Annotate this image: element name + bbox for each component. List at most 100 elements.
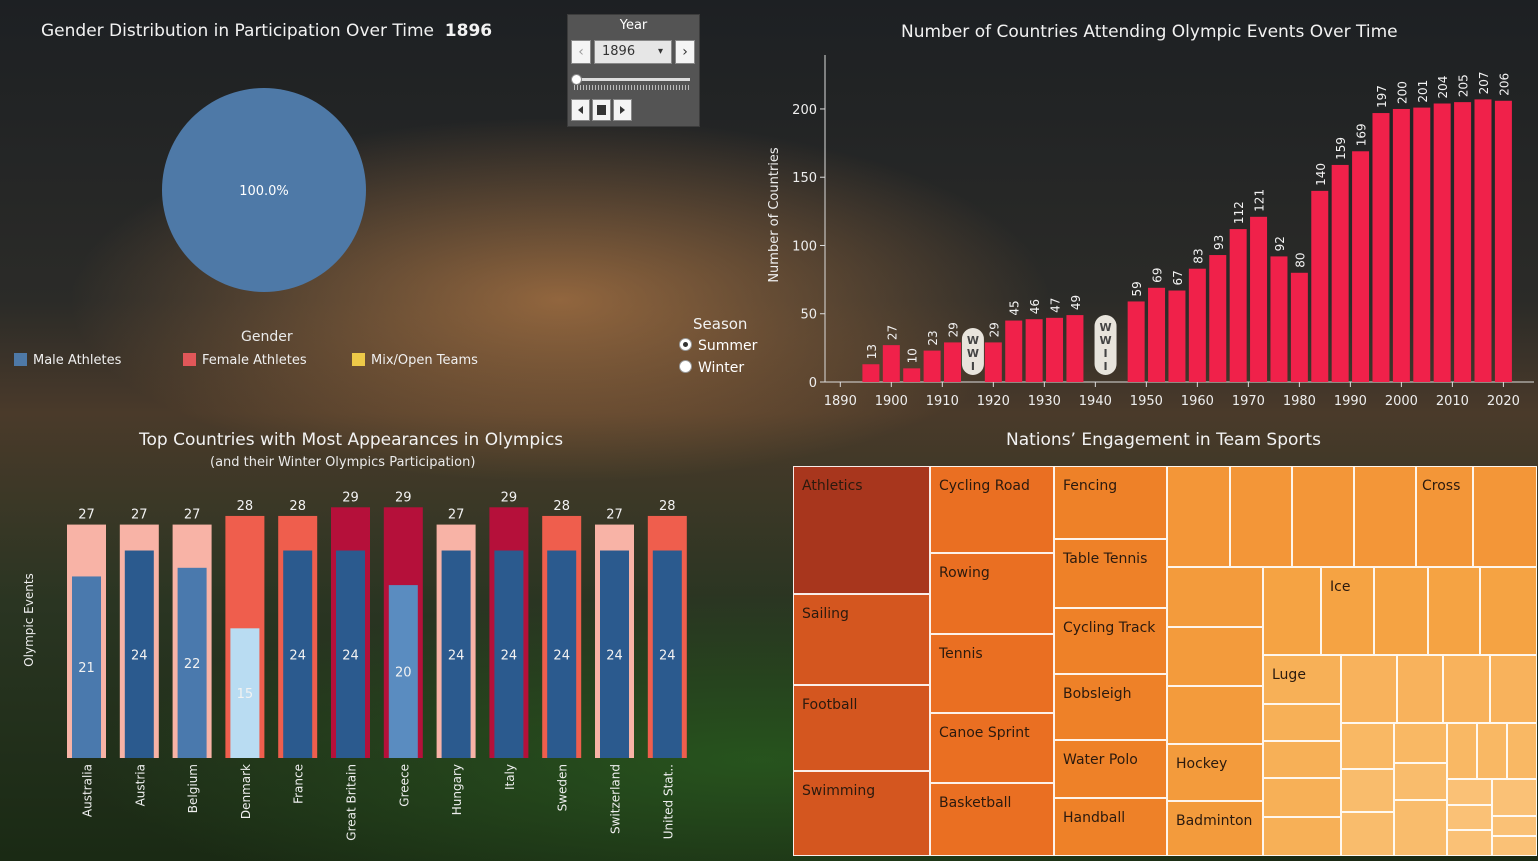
treemap-tile[interactable]: [1490, 655, 1537, 723]
legend-male[interactable]: Male Athletes: [14, 353, 121, 368]
treemap-tile[interactable]: [1341, 812, 1394, 856]
countries-bar[interactable]: [1209, 255, 1227, 382]
treemap-tile-luge[interactable]: Luge: [1263, 655, 1341, 704]
treemap-tile[interactable]: [1292, 466, 1354, 567]
winter-appearances-bar[interactable]: [547, 550, 577, 758]
treemap-tile[interactable]: [1341, 655, 1397, 723]
countries-bar[interactable]: [1392, 108, 1410, 383]
countries-bar[interactable]: [1311, 190, 1329, 382]
season-option-winter[interactable]: Winter: [679, 360, 757, 376]
year-slider-handle[interactable]: [571, 74, 582, 85]
treemap-tile-hockey[interactable]: Hockey: [1167, 744, 1263, 801]
winter-appearances-bar[interactable]: [124, 550, 154, 758]
countries-bar[interactable]: [1433, 103, 1451, 382]
treemap-tile[interactable]: [1263, 778, 1341, 817]
treemap-tile-tennis[interactable]: Tennis: [930, 634, 1054, 713]
countries-bar[interactable]: [1046, 317, 1064, 382]
treemap-tile-canoe-sprint[interactable]: Canoe Sprint: [930, 713, 1054, 783]
countries-bar[interactable]: [1188, 268, 1206, 382]
stop-button[interactable]: [592, 99, 611, 121]
treemap-tile-sailing[interactable]: Sailing: [793, 594, 930, 685]
countries-bar[interactable]: [1352, 151, 1370, 382]
countries-bar[interactable]: [882, 345, 900, 382]
treemap-tile[interactable]: [1447, 805, 1492, 830]
winter-appearances-bar[interactable]: [230, 628, 260, 758]
treemap-tile[interactable]: [1167, 466, 1230, 567]
year-slider-track[interactable]: [574, 78, 690, 81]
treemap-tile[interactable]: [1492, 779, 1537, 816]
winter-appearances-bar[interactable]: [283, 550, 313, 758]
treemap-tile[interactable]: [1480, 567, 1537, 655]
radio-selected-icon[interactable]: [679, 338, 692, 351]
treemap-tile[interactable]: [1263, 704, 1341, 741]
treemap-tile[interactable]: [1394, 800, 1447, 856]
year-prev-button[interactable]: ‹: [571, 40, 591, 64]
winter-appearances-bar[interactable]: [336, 550, 365, 758]
countries-bar[interactable]: [1372, 113, 1390, 382]
countries-bar[interactable]: [1290, 272, 1308, 382]
treemap-tile[interactable]: [1428, 567, 1480, 655]
treemap-tile-basketball[interactable]: Basketball: [930, 783, 1054, 856]
countries-bar[interactable]: [1494, 100, 1512, 383]
countries-bar[interactable]: [944, 342, 962, 382]
pie-slice-male[interactable]: [162, 88, 366, 292]
treemap-tile[interactable]: [1341, 769, 1394, 812]
winter-appearances-bar[interactable]: [177, 567, 207, 758]
countries-bar[interactable]: [862, 364, 880, 382]
countries-bar[interactable]: [1066, 315, 1084, 382]
legend-female[interactable]: Female Athletes: [183, 353, 307, 368]
winter-appearances-bar[interactable]: [388, 585, 418, 758]
countries-bar[interactable]: [1005, 320, 1023, 382]
play-forward-button[interactable]: [613, 99, 632, 121]
season-option-summer[interactable]: Summer: [679, 338, 757, 354]
treemap-tile[interactable]: [1394, 723, 1447, 763]
countries-bar[interactable]: [1127, 301, 1145, 382]
treemap-tile-cycling-track[interactable]: Cycling Track: [1054, 608, 1167, 674]
year-dropdown[interactable]: 1896 ▾: [594, 40, 672, 64]
countries-bar[interactable]: [903, 368, 921, 382]
legend-mix[interactable]: Mix/Open Teams: [352, 353, 478, 368]
treemap-tile[interactable]: [1263, 817, 1341, 856]
treemap-tile[interactable]: [1167, 627, 1263, 686]
countries-bar[interactable]: [1413, 107, 1431, 382]
treemap-tile[interactable]: [1374, 567, 1428, 655]
treemap-tile[interactable]: [1263, 741, 1341, 778]
treemap-tile-bobsleigh[interactable]: Bobsleigh: [1054, 674, 1167, 740]
countries-bar[interactable]: [1229, 229, 1247, 382]
treemap-tile[interactable]: [1416, 466, 1473, 567]
countries-bar[interactable]: [984, 342, 1002, 382]
treemap-tile[interactable]: [1492, 816, 1537, 836]
winter-appearances-bar[interactable]: [72, 576, 101, 758]
treemap-tile-fencing[interactable]: Fencing: [1054, 466, 1167, 539]
treemap-tile[interactable]: [1354, 466, 1416, 567]
treemap-tile[interactable]: [1263, 567, 1321, 655]
winter-appearances-bar[interactable]: [441, 550, 471, 758]
treemap-tile-rowing[interactable]: Rowing: [930, 553, 1054, 634]
treemap-tile[interactable]: [1341, 723, 1394, 769]
treemap-tile[interactable]: [1447, 830, 1492, 856]
treemap-tile[interactable]: [1477, 723, 1507, 779]
winter-appearances-bar[interactable]: [494, 550, 524, 758]
treemap-tile[interactable]: [1397, 655, 1443, 723]
treemap-tile[interactable]: [1447, 779, 1492, 805]
treemap-tile[interactable]: [1492, 836, 1537, 856]
countries-bar[interactable]: [923, 350, 941, 382]
treemap-tile[interactable]: [1167, 567, 1263, 627]
treemap-tile[interactable]: [1167, 686, 1263, 744]
countries-bar[interactable]: [1474, 99, 1492, 383]
countries-bar[interactable]: [1270, 256, 1288, 382]
countries-bar[interactable]: [1168, 290, 1186, 382]
treemap-tile-table-tennis[interactable]: Table Tennis: [1054, 539, 1167, 608]
countries-bar[interactable]: [1025, 319, 1043, 382]
treemap-tile[interactable]: [1443, 655, 1490, 723]
year-next-button[interactable]: ›: [675, 40, 695, 64]
treemap-tile-handball[interactable]: Handball: [1054, 798, 1167, 856]
treemap-tile[interactable]: [1230, 466, 1292, 567]
treemap-tile[interactable]: [1507, 723, 1537, 779]
countries-bar[interactable]: [1331, 164, 1349, 382]
treemap-tile[interactable]: [1447, 723, 1477, 779]
countries-bar[interactable]: [1454, 102, 1472, 382]
treemap-tile-swimming[interactable]: Swimming: [793, 771, 930, 856]
countries-bar[interactable]: [1250, 216, 1268, 382]
radio-unselected-icon[interactable]: [679, 360, 692, 373]
